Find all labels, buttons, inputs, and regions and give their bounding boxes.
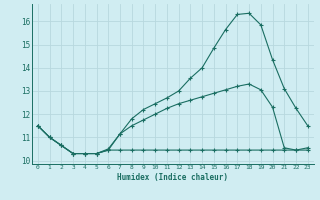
X-axis label: Humidex (Indice chaleur): Humidex (Indice chaleur) — [117, 173, 228, 182]
